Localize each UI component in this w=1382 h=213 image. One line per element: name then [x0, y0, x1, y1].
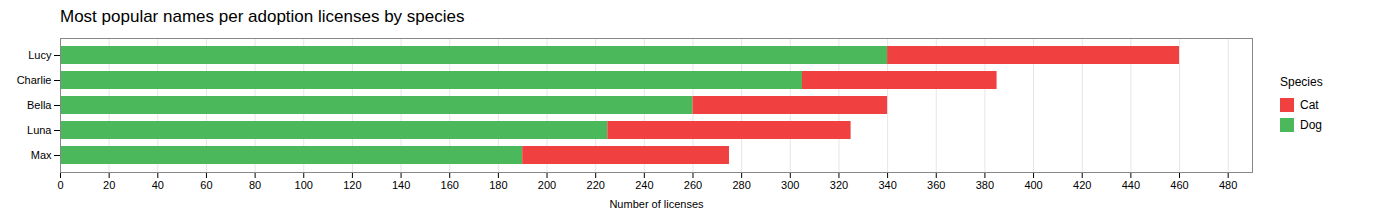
- svg-text:Charlie: Charlie: [17, 74, 52, 86]
- svg-text:20: 20: [103, 179, 115, 191]
- svg-text:Bella: Bella: [27, 99, 52, 111]
- svg-text:280: 280: [732, 179, 750, 191]
- svg-text:260: 260: [684, 179, 702, 191]
- svg-text:300: 300: [781, 179, 799, 191]
- svg-text:Number of licenses: Number of licenses: [609, 198, 704, 210]
- svg-text:180: 180: [489, 179, 507, 191]
- svg-text:440: 440: [1122, 179, 1140, 191]
- svg-text:Max: Max: [31, 149, 52, 161]
- svg-text:60: 60: [200, 179, 212, 191]
- svg-text:Lucy: Lucy: [28, 49, 52, 61]
- svg-text:160: 160: [441, 179, 459, 191]
- svg-text:80: 80: [249, 179, 261, 191]
- svg-text:380: 380: [976, 179, 994, 191]
- svg-text:340: 340: [878, 179, 896, 191]
- html-text:Dog: Dog: [1300, 118, 1322, 132]
- html-text:Most popular names per adoptio: Most popular names per adoption licenses…: [60, 7, 465, 26]
- svg-text:200: 200: [538, 179, 556, 191]
- svg-text:460: 460: [1170, 179, 1188, 191]
- html-text:Cat: Cat: [1300, 98, 1319, 112]
- svg-text:220: 220: [587, 179, 605, 191]
- svg-text:480: 480: [1219, 179, 1237, 191]
- svg-text:Luna: Luna: [27, 124, 52, 136]
- svg-text:320: 320: [830, 179, 848, 191]
- html-text:Species: Species: [1280, 75, 1323, 89]
- svg-text:120: 120: [343, 179, 361, 191]
- svg-text:40: 40: [152, 179, 164, 191]
- svg-text:140: 140: [392, 179, 410, 191]
- svg-text:240: 240: [635, 179, 653, 191]
- svg-text:420: 420: [1073, 179, 1091, 191]
- svg-text:0: 0: [57, 179, 63, 191]
- svg-text:100: 100: [295, 179, 313, 191]
- svg-text:360: 360: [927, 179, 945, 191]
- svg-text:400: 400: [1024, 179, 1042, 191]
